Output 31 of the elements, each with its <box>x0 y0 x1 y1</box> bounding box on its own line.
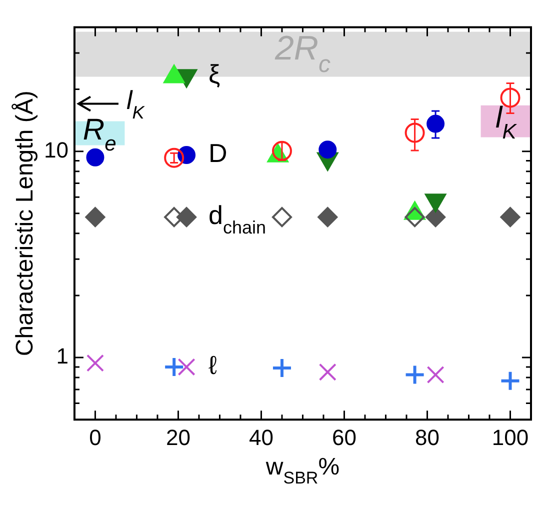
point <box>318 363 336 381</box>
x-tick-label: 80 <box>415 424 440 450</box>
series-label: D <box>208 138 228 168</box>
point <box>404 122 425 143</box>
point <box>272 207 292 228</box>
y-axis-title: Characteristic Length (Å) <box>12 90 39 356</box>
point <box>426 114 445 133</box>
point <box>500 207 520 228</box>
x-tick-label: 60 <box>332 424 356 450</box>
point <box>86 148 104 166</box>
point <box>318 207 338 228</box>
point <box>85 207 106 228</box>
point <box>178 358 196 376</box>
point <box>500 370 521 392</box>
y-tick-label: 10 <box>44 137 68 162</box>
x-tick-label: 0 <box>89 424 102 450</box>
point <box>404 207 425 228</box>
series-label: ℓ <box>208 350 218 380</box>
point <box>426 207 446 228</box>
point <box>426 366 444 384</box>
x-tick-label: 20 <box>166 424 190 450</box>
x-tick-label: 100 <box>492 424 529 450</box>
point <box>86 354 104 372</box>
series-label: ξ <box>208 58 221 89</box>
point <box>272 140 292 161</box>
y-tick-label: 1 <box>56 344 68 369</box>
point <box>164 356 185 378</box>
point <box>404 364 426 386</box>
x-tick-label: 40 <box>248 424 274 450</box>
point <box>271 357 292 378</box>
point <box>164 148 184 168</box>
